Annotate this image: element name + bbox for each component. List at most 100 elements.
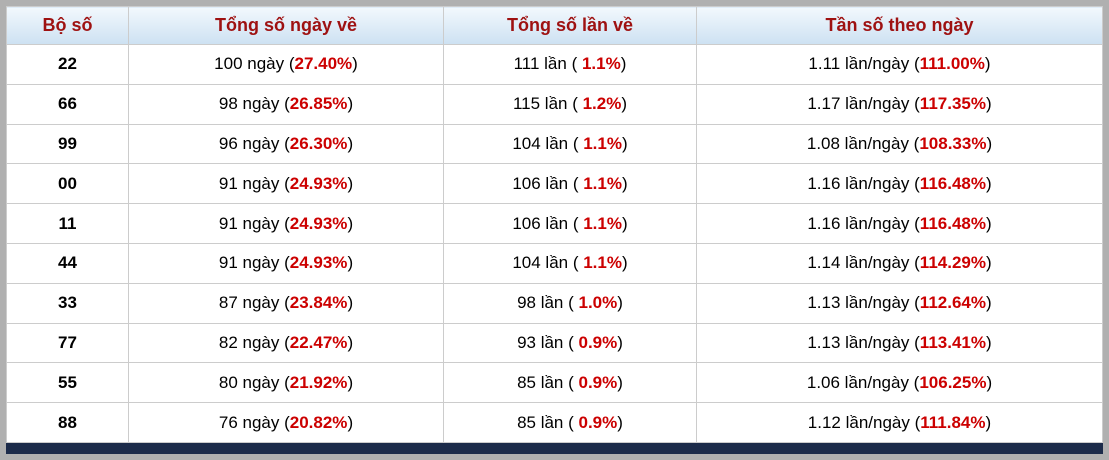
days-cell: 96 ngày (26.30%) [128, 123, 444, 165]
paren-close: ) [985, 293, 992, 313]
pair-cell: 00 [6, 163, 129, 205]
value-text: 87 ngày ( [218, 293, 290, 313]
paren-close: ) [621, 253, 628, 273]
table-row: 11 91 ngày (24.93%) 106 lần ( 1.1%) 1.16 lầ… [6, 203, 1103, 244]
paren-close: ) [985, 253, 992, 273]
table-row: 77 82 ngày (22.47%) 93 lần ( 0.9%) 1.13 lần… [6, 322, 1103, 364]
value-text: 1.16 lần/ngày ( [807, 173, 920, 193]
days-cell: 91 ngày (24.93%) [128, 163, 444, 205]
table-body: 22 100 ngày (27.40%) 111 lần ( 1.1%) 1.11 l… [6, 44, 1103, 443]
days-cell: 87 ngày (23.84%) [128, 282, 444, 324]
percent-value: 116.48% [919, 173, 986, 193]
times-cell: 98 lần ( 1.0%) [443, 282, 697, 324]
paren-close: ) [984, 54, 991, 74]
days-cell: 91 ngày (24.93%) [128, 203, 444, 244]
pair-cell: 55 [6, 362, 129, 404]
column-header-2: Tổng số lần về [443, 6, 697, 45]
days-cell: 82 ngày (22.47%) [128, 322, 444, 364]
percent-value: 24.93% [289, 253, 348, 273]
paren-close: ) [621, 173, 628, 193]
paren-close: ) [986, 372, 993, 392]
value-text: 111 lần ( [513, 54, 578, 74]
table-container: Bộ số Tổng số ngày về Tổng số lần về Tần số… [6, 6, 1103, 454]
value-text: 1.13 lần/ngày ( [807, 332, 920, 352]
pair-cell: 44 [6, 242, 129, 284]
paren-close: ) [617, 372, 623, 392]
value-text: 1.14 lần/ngày ( [807, 253, 920, 273]
table-row: 33 87 ngày (23.84%) 98 lần ( 1.0%) 1.13 lần… [6, 282, 1103, 324]
paren-close: ) [620, 54, 627, 74]
value-text: 91 ngày ( [218, 253, 290, 273]
table-row: 44 91 ngày (24.93%) 104 lần ( 1.1%) 1.14 lầ… [6, 242, 1103, 284]
pair-cell: 88 [6, 402, 129, 443]
percent-value: 1.1% [578, 213, 622, 233]
frequency-cell: 1.16 lần/ngày (116.48%) [696, 203, 1103, 244]
percent-value: 23.84% [289, 293, 348, 313]
paren-close: ) [621, 133, 628, 153]
pair-statistics-table: Bộ số Tổng số ngày về Tổng số lần về Tần số… [6, 6, 1103, 443]
value-text: 93 lần ( [517, 332, 574, 352]
scrollbar-thumb[interactable] [6, 443, 1103, 454]
paren-close: ) [352, 54, 358, 74]
column-header-1: Tổng số ngày về [128, 6, 444, 45]
table-row: 00 91 ngày (24.93%) 106 lần ( 1.1%) 1.16 lầ… [6, 163, 1103, 205]
paren-close: ) [347, 372, 354, 392]
table-row: 99 96 ngày (26.30%) 104 lần ( 1.1%) 1.08 lầ… [6, 123, 1103, 165]
column-header-0: Bộ số [6, 6, 129, 45]
value-text: 82 ngày ( [218, 332, 290, 352]
paren-close: ) [986, 133, 993, 153]
paren-close: ) [985, 173, 992, 193]
value-text: 100 ngày ( [214, 54, 295, 74]
frequency-cell: 1.11 lần/ngày (111.00%) [696, 44, 1103, 85]
frequency-cell: 1.13 lần/ngày (113.41%) [696, 322, 1103, 364]
table-row: 66 98 ngày (26.85%) 115 lần ( 1.2%) 1.17 lầ… [6, 83, 1103, 125]
frequency-cell: 1.06 lần/ngày (106.25%) [696, 362, 1103, 404]
paren-close: ) [347, 332, 354, 352]
times-cell: 104 lần ( 1.1%) [443, 242, 697, 284]
days-cell: 100 ngày (27.40%) [128, 44, 444, 85]
percent-value: 1.1% [578, 253, 622, 273]
times-cell: 106 lần ( 1.1%) [443, 163, 697, 205]
frequency-cell: 1.17 lần/ngày (117.35%) [696, 83, 1103, 125]
percent-value: 1.1% [577, 54, 621, 74]
percent-value: 26.30% [289, 133, 348, 153]
paren-close: ) [347, 412, 354, 432]
percent-value: 1.0% [573, 293, 618, 313]
paren-close: ) [985, 94, 992, 114]
value-text: 76 ngày ( [218, 412, 290, 432]
percent-value: 114.29% [919, 253, 986, 273]
table-row: 55 80 ngày (21.92%) 85 lần ( 0.9%) 1.06 lần… [6, 362, 1103, 404]
value-text: 80 ngày ( [218, 372, 290, 392]
frequency-cell: 1.16 lần/ngày (116.48%) [696, 163, 1103, 205]
horizontal-scrollbar[interactable] [6, 443, 1103, 454]
value-text: 98 lần ( [517, 293, 574, 313]
percent-value: 22.47% [289, 332, 348, 352]
paren-close: ) [617, 412, 623, 432]
pair-cell: 11 [6, 203, 129, 244]
paren-close: ) [617, 293, 623, 313]
paren-close: ) [347, 173, 354, 193]
percent-value: 0.9% [573, 372, 618, 392]
times-cell: 85 lần ( 0.9%) [443, 362, 697, 404]
days-cell: 76 ngày (20.82%) [128, 402, 444, 443]
value-text: 104 lần ( [512, 253, 579, 273]
paren-close: ) [621, 94, 628, 114]
value-text: 1.06 lần/ngày ( [806, 372, 920, 392]
value-text: 106 lần ( [512, 173, 579, 193]
times-cell: 93 lần ( 0.9%) [443, 322, 697, 364]
value-text: 1.13 lần/ngày ( [807, 293, 920, 313]
paren-close: ) [985, 213, 992, 233]
percent-value: 1.2% [577, 94, 622, 114]
paren-close: ) [985, 412, 992, 432]
percent-value: 117.35% [919, 94, 986, 114]
paren-close: ) [347, 94, 354, 114]
percent-value: 116.48% [919, 213, 986, 233]
paren-close: ) [347, 253, 354, 273]
value-text: 85 lần ( [517, 372, 574, 392]
value-text: 104 lần ( [512, 133, 579, 153]
value-text: 106 lần ( [512, 213, 579, 233]
percent-value: 26.85% [289, 94, 348, 114]
frequency-cell: 1.12 lần/ngày (111.84%) [696, 402, 1103, 443]
table-header-row: Bộ số Tổng số ngày về Tổng số lần về Tần số… [6, 6, 1103, 45]
